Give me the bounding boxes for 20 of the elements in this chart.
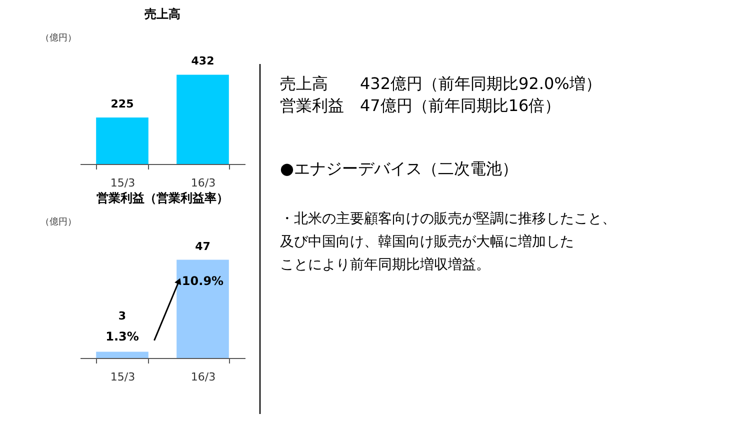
data-label: 432 [191, 54, 214, 68]
x-tick-label: 16/3 [190, 176, 216, 190]
x-tick-label: 15/3 [110, 370, 136, 384]
text: ●エナジーデバイス（二次電池） [280, 159, 518, 178]
x-tick-label: 15/3 [110, 176, 136, 190]
data-label: 47 [195, 240, 210, 253]
text: ことにより前年同期比増収増益。 [280, 256, 490, 273]
text: 営業利益 47億円（前年同期比16倍） [280, 96, 561, 115]
data-label: 225 [110, 97, 134, 110]
chart-title: 営業利益（営業利益率） [96, 191, 228, 205]
data-label: 3 [118, 310, 126, 323]
x-tick-label: 16/3 [190, 370, 216, 384]
annotation: 1.3% [106, 330, 139, 344]
chart-title: 売上高 [144, 7, 180, 21]
text: 及び中国向け、韓国向け販売が大幅に増加した [280, 233, 574, 250]
y-axis-title: （億円） [40, 32, 76, 44]
text: 売上高 432億円（前年同期比92.0%増） [280, 74, 602, 93]
text: ・北米の主要顧客向けの販売が堅調に推移したこと、 [280, 211, 616, 227]
y-axis-title: （億円） [40, 216, 76, 228]
annotation: 10.9% [182, 274, 224, 288]
